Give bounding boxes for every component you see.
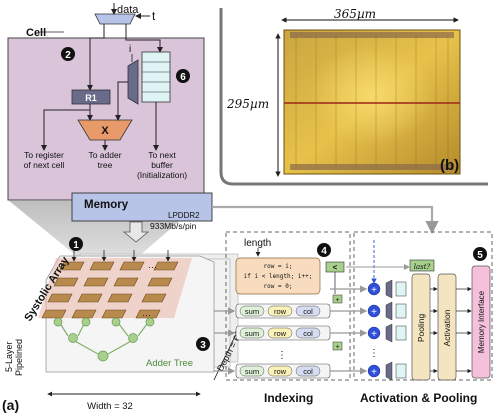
memory-interface-label: Memory Interface <box>477 290 486 353</box>
label-buffer-1: To next <box>148 150 176 160</box>
multiplier <box>77 119 133 141</box>
svg-text:col: col <box>303 329 313 338</box>
svg-text:3: 3 <box>200 340 206 351</box>
activation-label: Activation <box>442 309 452 346</box>
svg-text:col: col <box>303 307 313 316</box>
label-buffer-2: buffer <box>151 160 173 170</box>
svg-text:row: row <box>274 307 287 316</box>
svg-text:+: + <box>371 329 377 340</box>
pe-grid <box>41 261 179 319</box>
code-line-1: row = i; <box>264 263 293 270</box>
memory-down-arrow <box>122 221 150 243</box>
label-next-cell-1: To register <box>24 150 64 160</box>
svg-text:X: X <box>101 125 109 137</box>
panel-a-label: (a) <box>2 397 19 413</box>
badge-6 <box>176 69 190 83</box>
label-adder-2: tree <box>98 160 113 170</box>
activation-section: 5 last? + + + + ⋮ <box>353 231 493 405</box>
memory-title: Memory <box>84 199 129 211</box>
last-check <box>409 259 435 272</box>
cell-buffer <box>141 51 171 103</box>
label-buffer-3: (Initialization) <box>137 170 187 180</box>
badge-5 <box>473 247 487 261</box>
pipeline-label-1: 5-Layer <box>4 341 14 372</box>
length-label: length <box>244 238 271 249</box>
label-adder-1: To adder <box>88 150 121 160</box>
activation-title: Activation & Pooling <box>360 391 477 405</box>
svg-text:row: row <box>274 367 287 376</box>
svg-text:sum: sum <box>245 307 259 316</box>
cell-mux <box>127 59 139 105</box>
index-row-2: sum row col <box>235 325 331 341</box>
data-input-port <box>94 13 136 25</box>
svg-text:···: ··· <box>142 310 151 320</box>
index-code-box <box>235 257 321 295</box>
width-label: Width = 32 <box>87 401 133 412</box>
chip-height-label: 295µm <box>226 97 269 111</box>
svg-text:+: + <box>335 344 339 351</box>
i-label: i <box>129 44 131 55</box>
memory-bandwidth: 933Mb/s/pin <box>150 221 197 231</box>
svg-text:4: 4 <box>321 246 327 257</box>
badge-1 <box>69 237 83 251</box>
cell-detail: data t Cell 2 R1 X i <box>7 3 205 201</box>
code-line-3: row = 0; <box>264 283 293 290</box>
memory-block: Memory LPDDR2 933Mb/s/pin <box>71 192 213 243</box>
cell-box <box>7 37 205 201</box>
data-label: data <box>117 4 139 16</box>
chip-width-label: 365µm <box>334 7 376 21</box>
adder-tree-label: Adder Tree <box>146 358 193 369</box>
svg-text:+: + <box>335 297 339 304</box>
svg-text:sum: sum <box>245 367 259 376</box>
index-row-1: sum row col <box>235 303 331 319</box>
svg-text:1: 1 <box>73 240 79 251</box>
svg-text:2: 2 <box>65 50 71 61</box>
svg-text:col: col <box>303 367 313 376</box>
badge-2 <box>61 47 75 61</box>
badge-4 <box>317 243 331 257</box>
indexing-section: length 4 row = i; if i < length; i++; ro… <box>225 231 351 405</box>
activation-block <box>437 273 457 381</box>
cell-title: Cell <box>26 27 46 39</box>
svg-text:···: ··· <box>148 262 157 272</box>
index-row-3: sum row col <box>235 363 331 379</box>
svg-text:R1: R1 <box>85 93 97 103</box>
label-next-cell-2: of next cell <box>24 160 65 170</box>
svg-text:⋮: ⋮ <box>277 350 287 361</box>
svg-text:5: 5 <box>477 250 483 261</box>
svg-text:+: + <box>371 367 377 378</box>
chip-panel-label: (b) <box>440 157 459 174</box>
chip-panel: 365µm 295µm (b) <box>219 7 488 186</box>
svg-text:+: + <box>371 285 377 296</box>
systolic-array: 1 ··· ··· <box>2 237 245 413</box>
svg-text:⋮: ⋮ <box>369 348 379 359</box>
pooling-label: Pooling <box>416 314 426 343</box>
svg-text:<: < <box>333 263 338 272</box>
code-line-2: if i < length; i++; <box>244 273 313 280</box>
svg-text:sum: sum <box>245 329 259 338</box>
badge-3 <box>196 337 210 351</box>
memory-interface-block <box>471 265 491 379</box>
pipeline-label-2: Pipelined <box>14 339 24 376</box>
t-label: t <box>152 9 156 23</box>
accumulator-adders <box>367 282 381 378</box>
indexing-title: Indexing <box>264 391 313 405</box>
svg-text:row: row <box>274 329 287 338</box>
pooling-block <box>411 273 431 381</box>
adder-tree: Adder Tree <box>53 317 193 369</box>
memory-type: LPDDR2 <box>168 211 200 220</box>
register-r1 <box>71 89 111 105</box>
svg-text:+: + <box>371 307 377 318</box>
svg-text:last?: last? <box>414 263 431 271</box>
svg-text:6: 6 <box>180 72 186 83</box>
